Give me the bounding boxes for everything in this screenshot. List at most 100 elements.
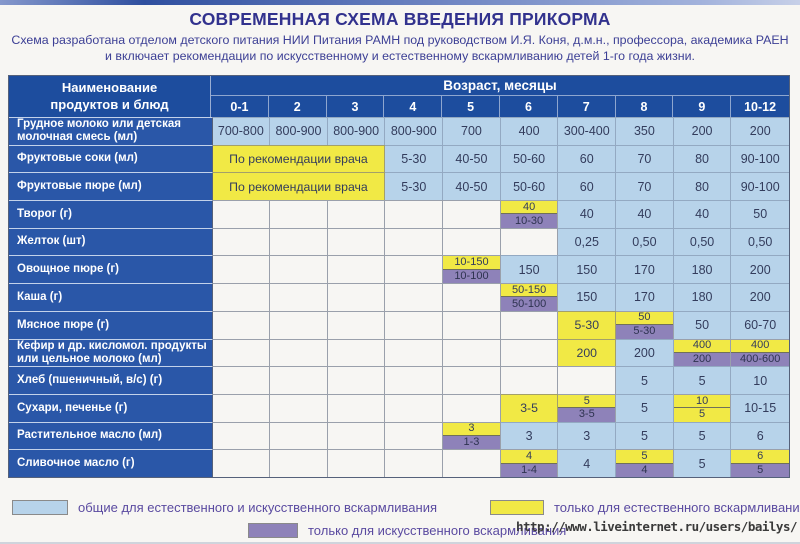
split-cell-bottom: 10-100 [443,269,500,284]
table-cell [500,366,559,394]
table-cell: 800-900 [270,117,328,145]
age-column-header: 9 [673,96,732,117]
age-column-header: 3 [327,96,385,117]
table-row: Каша (г) 50-150 50-100 150 170 180 200 [9,283,790,311]
legend-item-artificial: только для искусственного вскармливания [248,523,566,538]
row-label: Фруктовые соки (мл) [9,144,213,173]
table-cell [327,283,386,311]
subtitle-line-2: и включает рекомендации по искусственном… [105,49,695,63]
row-label: Овощное пюре (г) [9,255,213,284]
table-cell [212,283,271,311]
table-cell: 5 [673,421,732,450]
age-column-header: 5 [442,96,501,117]
split-cell-bottom: 400-600 [731,352,790,367]
table-row: Фруктовые пюре (мл) По рекомендации врача… [9,172,790,201]
table-cell: 3 [558,421,617,450]
table-row: Творог (г) 40 10-30 40 40 40 50 [9,200,790,228]
split-cell-top: 6 [731,450,790,464]
table-cell: 5-30 [558,310,617,339]
table-cell: 80 [673,172,732,201]
table-cell: 90-100 [731,144,790,173]
scan-top-edge [0,0,800,5]
table-cell: 800-900 [385,117,444,145]
table-cell [443,227,501,256]
row-label: Сливочное масло (г) [9,449,213,477]
split-cell-bottom: 5 [731,463,790,477]
table-cell [270,366,328,394]
table-cell [327,310,386,339]
table-cell [212,200,271,228]
table-cell: 40 [616,200,674,228]
table-row: Желток (шт) 0,25 0,50 0,50 0,50 [9,227,790,256]
table-cell [500,310,559,339]
age-column-header: 2 [269,96,327,117]
legend-item-natural: только для естественного вскармливания [490,500,800,515]
table-cell: 10-150 10-100 [443,255,501,284]
legend-swatch-artificial [248,523,298,538]
table-cell [385,449,444,477]
table-cell [327,421,386,450]
age-column-header: 10-12 [744,99,777,114]
table-cell [270,421,328,450]
split-cell-top: 400 [731,339,790,353]
legend-label-natural: только для естественного вскармливания [554,500,800,515]
table-cell [443,200,501,228]
table-cell: 40 10-30 [500,200,559,228]
page-title: СОВРЕМЕННАЯ СХЕМА ВВЕДЕНИЯ ПРИКОРМА [189,9,611,29]
table-cell [327,200,386,228]
table-row: Сливочное масло (г) 4 1-4 4 5 4 5 6 5 [9,449,790,477]
table-body: Грудное молоко или детская молочная смес… [9,117,790,477]
table-cell [270,200,328,228]
table-cell [270,255,328,284]
table-cell [270,393,328,422]
table-cell: 5-30 [385,144,444,173]
table-cell [270,227,328,256]
table-cell [212,338,271,367]
table-cell: 5 [673,449,732,477]
table-cell: 800-900 [327,117,386,145]
age-column-header: 4 [384,96,443,117]
table-cell: 200 [731,117,790,145]
table-cell [327,338,386,367]
table-cell: 400 200 [673,338,732,367]
split-cell-top: 3 [443,422,500,436]
table-cell: 4 1-4 [500,449,559,477]
table-cell [385,255,444,284]
legend-label-artificial: только для искусственного вскармливания [308,523,567,538]
split-cell-top: 50 [616,311,673,326]
table-cell: 6 [731,421,790,450]
split-cell-top: 10-150 [443,256,500,270]
legend-label-common: общие для естественного и искусственного… [78,500,437,515]
table-cell: 70 [616,172,674,201]
legend-item-common: общие для естественного и искусственного… [12,500,437,515]
table-cell [270,449,328,477]
split-cell-bottom: 1-3 [443,435,500,450]
row-label: Растительное масло (мл) [9,421,213,450]
table-cell [270,283,328,311]
table-cell [212,366,271,394]
table-cell [500,227,559,256]
table-cell [385,393,444,422]
age-column-header: 0-1 [211,96,269,117]
row-label: Сухари, печенье (г) [9,393,213,422]
split-cell-bottom: 5-30 [616,325,673,339]
table-cell [327,255,386,284]
table-cell: 0,50 [731,227,790,256]
table-cell: 700-800 [212,117,271,145]
table-cell [385,200,444,228]
table-cell: 4 [558,449,617,477]
table-cell [500,338,559,367]
table-cell: 200 [731,255,790,284]
table-cell [270,310,328,339]
table-cell: 60 [558,172,617,201]
table-cell [327,227,386,256]
table-cell: 200 [558,338,617,367]
table-cell: 40 [558,200,617,228]
row-label: Грудное молоко или детская молочная смес… [9,117,213,145]
table-row: Овощное пюре (г) 10-150 10-100 150 150 170 180… [9,255,790,284]
table-cell [443,283,501,311]
age-header-block: Возраст, месяцы 0-1 2 3 4 5 6 7 8 9 10-12 [211,76,789,117]
split-cell-top: 400 [673,339,731,353]
table-cell [558,366,617,394]
